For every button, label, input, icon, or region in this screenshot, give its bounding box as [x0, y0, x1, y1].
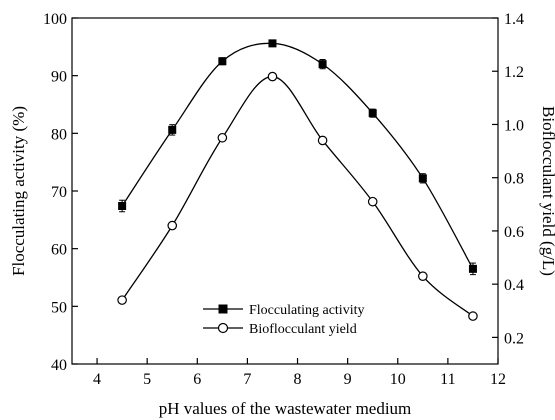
x-tick-label: 7 [243, 371, 251, 388]
data-point [168, 125, 177, 134]
y2-tick-label: 1.2 [504, 64, 524, 81]
x-axis-label: pH values of the wastewater medium [159, 399, 412, 418]
y-axis-label: Flocculating activity (%) [9, 106, 28, 276]
y-axis-right: 0.2 0.4 0.6 0.8 1.0 1.2 1.4 [492, 11, 524, 347]
data-point [218, 57, 227, 66]
y2-tick-label: 0.4 [504, 277, 524, 294]
y2-tick-label: 0.2 [504, 330, 524, 347]
legend-label-flocculating-activity: Flocculating activity [249, 303, 364, 318]
x-tick-label: 5 [143, 371, 151, 388]
data-point [118, 201, 127, 210]
y-axis-left: 40 50 60 70 80 90 100 [43, 11, 78, 374]
data-point [468, 311, 478, 321]
data-point [317, 135, 328, 146]
data-point [418, 271, 428, 281]
x-tick-label: 9 [344, 371, 352, 388]
series-bioflocculant-yield [117, 71, 478, 321]
y-tick-label: 100 [43, 11, 67, 28]
series-line-flocculating-activity [121, 42, 474, 270]
data-point [268, 39, 277, 48]
series-layer [117, 39, 478, 321]
x-tick-label: 4 [93, 371, 101, 388]
data-point [167, 220, 178, 231]
legend-marker-bioflocculant-yield [217, 322, 229, 334]
x-tick-label: 10 [390, 371, 406, 388]
y2-axis-label: Bioflocculant yield (g/L) [539, 106, 555, 276]
x-tick-label: 12 [490, 371, 506, 388]
data-point [117, 295, 127, 305]
y2-tick-label: 0.6 [504, 224, 524, 241]
y-tick-label: 90 [51, 69, 67, 86]
y2-tick-label: 0.8 [504, 171, 524, 188]
x-tick-label: 6 [193, 371, 201, 388]
data-point [368, 109, 377, 118]
series-line-bioflocculant-yield [121, 75, 474, 317]
x-tick-label: 11 [440, 371, 455, 388]
y2-tick-label: 1.0 [504, 117, 524, 134]
y-tick-label: 60 [51, 242, 67, 259]
data-point [217, 132, 228, 143]
legend-marker-flocculating-activity [218, 304, 228, 314]
y-tick-label: 50 [51, 299, 67, 316]
x-axis: 4 5 6 7 8 9 10 11 12 [93, 358, 506, 388]
x-tick-label: 8 [294, 371, 302, 388]
y-tick-label: 40 [51, 357, 67, 374]
legend-label-bioflocculant-yield: Bioflocculant yield [249, 322, 357, 337]
series-flocculating-activity [118, 39, 477, 276]
y-tick-label: 70 [51, 184, 67, 201]
data-point [267, 71, 278, 82]
data-point [318, 60, 327, 69]
y-tick-label: 80 [51, 126, 67, 143]
data-point [468, 264, 477, 273]
y2-tick-label: 1.4 [504, 11, 524, 28]
legend: Flocculating activity Bioflocculant yiel… [203, 303, 364, 337]
data-point [367, 196, 378, 207]
data-point [418, 174, 427, 183]
